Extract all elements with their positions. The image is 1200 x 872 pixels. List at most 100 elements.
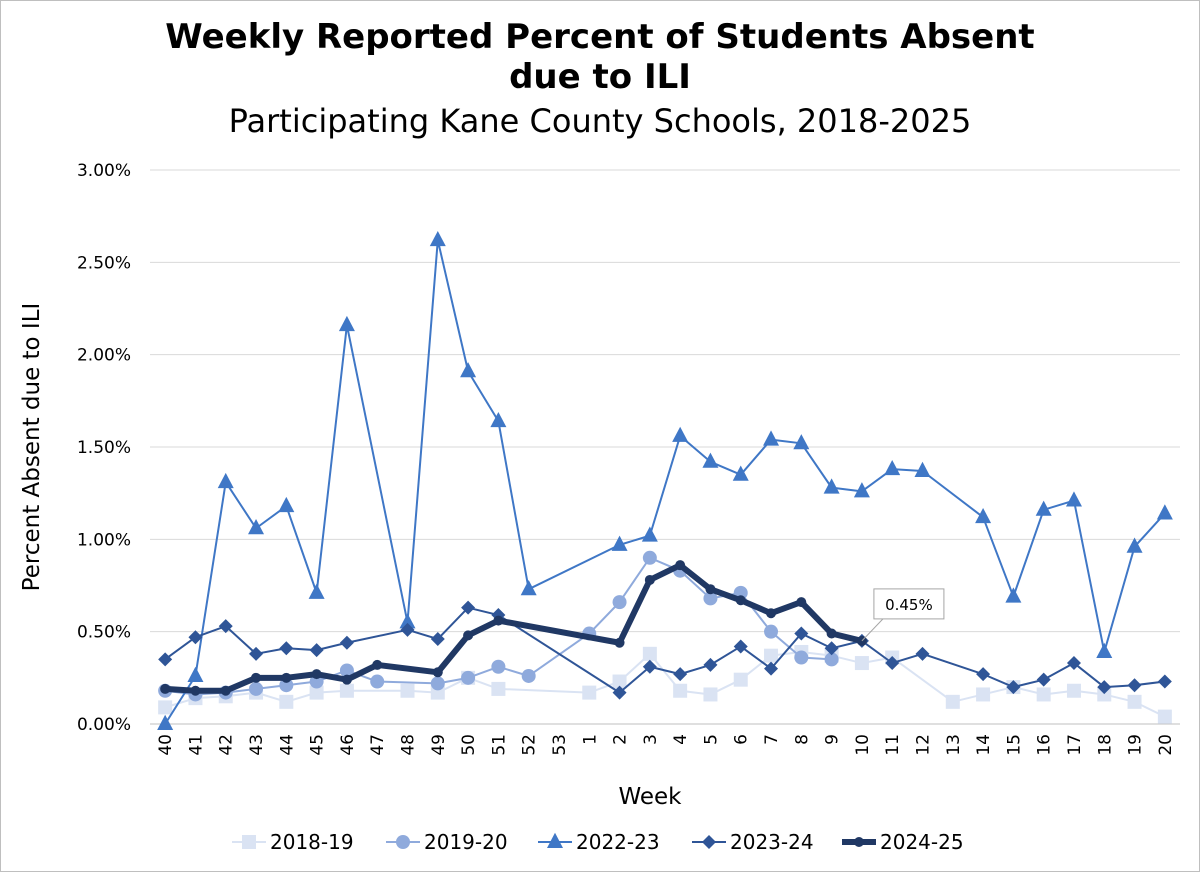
data-point xyxy=(493,615,504,626)
data-point xyxy=(582,685,597,700)
chart-title-line1: Weekly Reported Percent of Students Abse… xyxy=(165,17,1035,57)
data-point xyxy=(1126,537,1143,553)
data-point xyxy=(279,678,294,693)
data-point xyxy=(1036,687,1051,702)
data-point xyxy=(1097,680,1112,695)
data-point xyxy=(733,639,748,654)
x-tick-label: 51 xyxy=(489,734,509,756)
y-tick-label: 0.50% xyxy=(77,623,131,643)
data-point xyxy=(217,472,234,489)
data-point xyxy=(854,656,869,671)
data-point xyxy=(1156,504,1173,520)
x-tick-label: 2 xyxy=(611,734,631,745)
data-point xyxy=(914,461,931,478)
data-point xyxy=(249,646,264,661)
data-point xyxy=(644,574,655,585)
y-tick-label: 2.50% xyxy=(77,253,131,273)
x-tick-label: 14 xyxy=(974,734,994,756)
legend-label: 2018-19 xyxy=(270,830,354,854)
data-point xyxy=(673,667,688,682)
data-point xyxy=(188,630,203,645)
data-point xyxy=(614,637,625,648)
data-point xyxy=(642,659,657,674)
x-tick-label: 48 xyxy=(399,734,419,756)
data-point xyxy=(642,550,657,565)
data-point xyxy=(432,667,443,678)
data-point xyxy=(1005,587,1022,603)
data-point xyxy=(396,835,410,849)
x-tick-label: 44 xyxy=(277,734,297,756)
callout-label: 0.45% xyxy=(885,596,933,614)
data-point xyxy=(370,674,385,689)
data-point xyxy=(735,595,746,606)
legend-label: 2024-25 xyxy=(880,830,964,854)
data-point xyxy=(705,584,716,595)
data-point xyxy=(372,659,383,670)
gridlines xyxy=(150,169,1180,633)
data-point xyxy=(884,459,901,476)
data-point xyxy=(1127,678,1142,693)
data-point xyxy=(341,674,352,685)
data-point xyxy=(430,632,445,647)
x-tick-label: 17 xyxy=(1065,734,1085,756)
data-point xyxy=(885,656,900,671)
data-point xyxy=(854,837,864,847)
data-point xyxy=(400,683,415,698)
data-point xyxy=(1006,680,1021,695)
x-tick-label: 52 xyxy=(520,734,540,756)
data-point xyxy=(278,496,295,513)
x-tick-label: 42 xyxy=(217,734,237,756)
y-tick-label: 1.00% xyxy=(77,530,131,550)
data-point xyxy=(521,668,536,683)
data-point xyxy=(400,622,415,637)
x-tick-label: 49 xyxy=(429,734,449,756)
x-tick-label: 50 xyxy=(459,734,479,756)
data-point xyxy=(338,315,355,332)
data-point xyxy=(339,683,354,698)
x-tick-label: 10 xyxy=(853,734,873,756)
data-point xyxy=(1157,709,1172,724)
data-point xyxy=(612,595,627,610)
data-point xyxy=(1127,694,1142,709)
data-point xyxy=(1065,491,1082,507)
data-point xyxy=(249,681,264,696)
data-point xyxy=(796,597,807,608)
data-point xyxy=(460,362,477,378)
data-point xyxy=(675,560,686,571)
data-point xyxy=(853,482,870,498)
series-layer xyxy=(157,230,1173,730)
data-point xyxy=(1036,672,1051,687)
data-point xyxy=(794,650,809,665)
data-point xyxy=(157,714,174,730)
series-2023-24 xyxy=(158,600,1172,700)
data-point xyxy=(766,608,777,619)
data-point xyxy=(190,685,201,696)
data-point xyxy=(311,669,322,680)
x-tick-label: 4 xyxy=(671,734,691,745)
data-point xyxy=(702,835,716,849)
data-point xyxy=(976,667,991,682)
legend-label: 2019-20 xyxy=(424,830,508,854)
legend-item-2022-23: 2022-23 xyxy=(538,830,660,854)
data-point xyxy=(703,687,718,702)
data-point xyxy=(612,674,627,689)
legend-item-2023-24: 2023-24 xyxy=(692,830,814,854)
x-tick-label: 6 xyxy=(732,734,752,745)
y-tick-label: 2.00% xyxy=(77,346,131,366)
series-2022-23 xyxy=(157,230,1173,730)
data-point xyxy=(218,619,233,634)
x-tick-label: 8 xyxy=(792,734,812,745)
data-point xyxy=(279,694,294,709)
data-point xyxy=(824,641,839,656)
data-point xyxy=(611,535,628,551)
x-tick-label: 43 xyxy=(247,734,267,756)
data-point xyxy=(732,465,749,481)
data-point xyxy=(339,635,354,650)
x-tick-label: 16 xyxy=(1035,734,1055,756)
chart-title-line2: due to ILI xyxy=(509,57,691,97)
data-point xyxy=(309,685,324,700)
legend-item-2024-25: 2024-25 xyxy=(842,830,964,854)
data-point xyxy=(672,426,689,442)
data-point xyxy=(242,835,256,849)
data-point xyxy=(220,685,231,696)
